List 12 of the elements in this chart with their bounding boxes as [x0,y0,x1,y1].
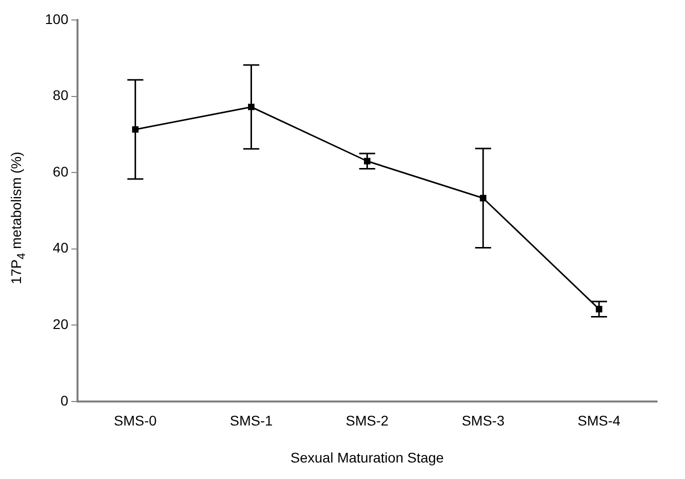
x-axis-title: Sexual Maturation Stage [290,449,444,466]
y-tick-label: 80 [52,87,69,104]
y-tick-label: 60 [52,163,69,180]
y-tick-label: 0 [60,392,69,408]
y-tick-label: 40 [52,240,69,256]
x-tick-label: SMS-4 [578,412,621,429]
x-tick-label: SMS-0 [114,412,157,429]
y-tick-label: 100 [45,10,69,27]
x-tick-label: SMS-3 [462,412,505,429]
y-tick-label: 20 [52,316,69,332]
x-tick-label: SMS-1 [230,412,273,429]
x-tick-label: SMS-2 [346,412,389,429]
